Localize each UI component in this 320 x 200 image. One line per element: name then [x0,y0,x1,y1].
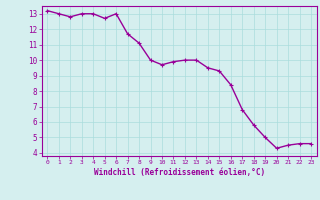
X-axis label: Windchill (Refroidissement éolien,°C): Windchill (Refroidissement éolien,°C) [94,168,265,177]
